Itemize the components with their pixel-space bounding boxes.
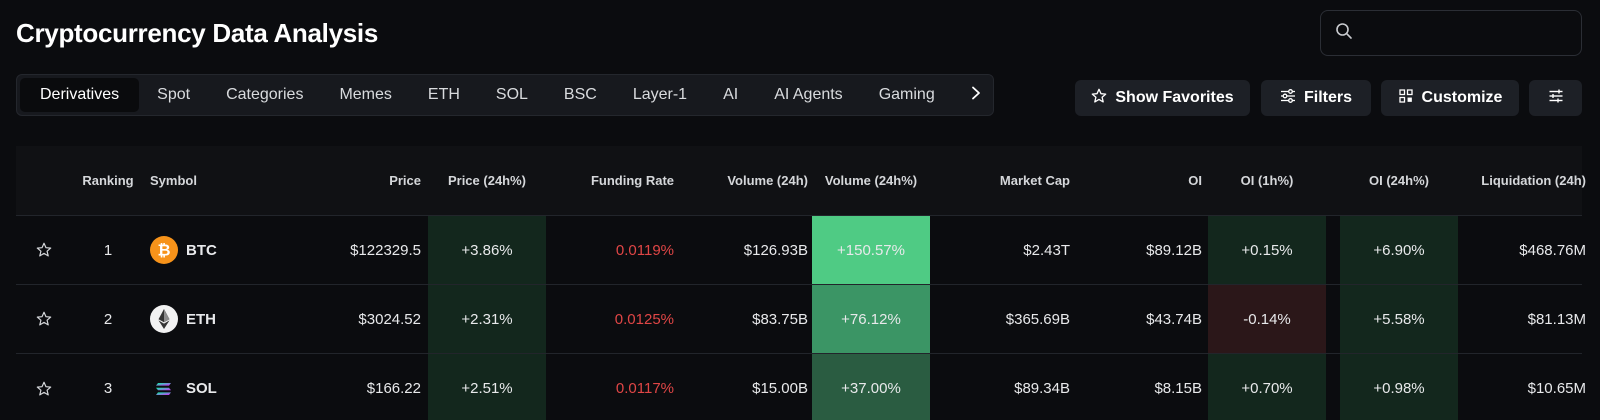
rank-value: 3 [103, 380, 113, 397]
oi-change-24h: +0.98% [1340, 354, 1458, 420]
search-icon [1335, 22, 1353, 45]
column-header-symbol[interactable]: Symbol [150, 173, 197, 188]
svg-text:₿: ₿ [157, 242, 170, 260]
bitcoin-icon: ₿ [150, 236, 178, 264]
oi-change-1h: -0.14% [1208, 285, 1326, 353]
tab-categories[interactable]: Categories [226, 86, 304, 103]
show-favorites-button[interactable]: Show Favorites [1075, 80, 1250, 116]
symbol-name: BTC [186, 241, 217, 259]
funding-rate-value: 0.0119% [615, 241, 674, 259]
price-change-24h: +2.31% [428, 285, 546, 353]
tabs-scroll-right[interactable] [953, 75, 993, 115]
oi-change-24h: +5.58% [1340, 285, 1458, 353]
column-header-price[interactable]: Price [389, 173, 421, 188]
tab-gaming[interactable]: Gaming [878, 86, 935, 103]
oi-value: $8.15B [1154, 380, 1202, 397]
column-header-price-24h[interactable]: Price (24h%) [447, 173, 527, 188]
column-header-oi-24h[interactable]: OI (24h%) [1369, 173, 1429, 188]
symbol-cell[interactable]: ₿ BTC [150, 216, 290, 284]
oi-change-24h: +6.90% [1340, 216, 1458, 284]
column-header-ranking[interactable]: Ranking [82, 173, 134, 188]
favorite-star-icon[interactable] [34, 216, 54, 284]
volume-24h-value: $15.00B [752, 380, 808, 397]
table-row[interactable]: 2 ETH $3024.52 +2.31% 0.0125% $83.75B +7… [16, 285, 1586, 354]
funding-rate-value: 0.0117% [615, 380, 674, 397]
volume-24h-value: $83.75B [752, 310, 808, 328]
symbol-cell[interactable]: SOL [150, 354, 290, 420]
volume-change-24h: +37.00% [812, 354, 930, 420]
volume-24h-value: $126.93B [743, 241, 808, 259]
grid-icon [1398, 88, 1414, 109]
page-title: Cryptocurrency Data Analysis [16, 18, 378, 48]
chevron-right-icon[interactable] [969, 86, 983, 105]
solana-icon [150, 375, 178, 403]
customize-button[interactable]: Customize [1381, 80, 1519, 116]
volume-change-24h: +150.57% [812, 216, 930, 284]
liquidation-24h-value: $10.65M [1527, 380, 1586, 397]
tab-ai-agents[interactable]: AI Agents [774, 86, 843, 103]
table-row[interactable]: 1 ₿ BTC $122329.5 +3.86% 0.0119% $126.93… [16, 216, 1586, 285]
column-header-funding-rate[interactable]: Funding Rate [590, 173, 674, 188]
liquidation-24h-value: $468.76M [1519, 241, 1586, 259]
market-cap-value: $89.34B [1014, 380, 1070, 397]
search-input[interactable] [1363, 25, 1563, 41]
tab-sol[interactable]: SOL [495, 86, 528, 103]
oi-value: $89.12B [1146, 241, 1202, 259]
tab-layer-1[interactable]: Layer-1 [632, 86, 688, 103]
column-header-oi-1h[interactable]: OI (1h%) [1240, 173, 1294, 188]
tab-memes[interactable]: Memes [339, 86, 392, 103]
customize-label: Customize [1421, 89, 1503, 106]
star-icon [1091, 88, 1107, 109]
oi-change-1h: +0.15% [1208, 216, 1326, 284]
price-change-24h: +3.86% [428, 216, 546, 284]
market-cap-value: $365.69B [1005, 310, 1070, 328]
liquidation-24h-value: $81.13M [1527, 310, 1586, 328]
price-value: $3024.52 [358, 310, 421, 328]
rank-value: 1 [103, 241, 113, 259]
rank-value: 2 [103, 310, 113, 328]
tab-eth[interactable]: ETH [427, 86, 460, 103]
settings-sliders-icon [1548, 88, 1564, 109]
oi-value: $43.74B [1146, 310, 1202, 328]
favorite-star-icon[interactable] [34, 354, 54, 420]
filters-button[interactable]: Filters [1261, 80, 1371, 116]
column-header-market-cap[interactable]: Market Cap [999, 173, 1070, 188]
table-row[interactable]: 3 SOL $166.22 +2.51% 0.0117% $15.00B +37… [16, 354, 1586, 420]
column-header-volume-24h-pct[interactable]: Volume (24h%) [824, 173, 918, 188]
volume-change-24h: +76.12% [812, 285, 930, 353]
symbol-name: ETH [186, 310, 216, 328]
sliders-icon [1280, 88, 1296, 109]
oi-change-1h: +0.70% [1208, 354, 1326, 420]
category-tabs: Derivatives Spot Categories Memes ETH SO… [16, 74, 994, 116]
price-value: $166.22 [366, 380, 421, 397]
table-header: Ranking Symbol Price Price (24h%) Fundin… [16, 146, 1586, 216]
favorite-star-icon[interactable] [34, 285, 54, 353]
price-change-24h: +2.51% [428, 354, 546, 420]
column-header-volume-24h[interactable]: Volume (24h) [727, 173, 808, 188]
column-header-oi[interactable]: OI [1188, 173, 1202, 188]
derivatives-table: Ranking Symbol Price Price (24h%) Fundin… [16, 146, 1586, 420]
tab-spot[interactable]: Spot [157, 86, 191, 103]
market-cap-value: $2.43T [1023, 241, 1070, 259]
filters-label: Filters [1303, 89, 1352, 106]
column-header-liquidation-24h[interactable]: Liquidation (24h) [1481, 173, 1586, 188]
search-box[interactable] [1320, 10, 1582, 56]
tab-derivatives[interactable]: Derivatives [20, 78, 140, 112]
symbol-name: SOL [186, 380, 217, 397]
show-favorites-label: Show Favorites [1115, 89, 1234, 106]
ethereum-icon [150, 305, 178, 333]
price-value: $122329.5 [350, 241, 421, 259]
tab-ai[interactable]: AI [723, 86, 739, 103]
column-settings-button[interactable] [1529, 80, 1582, 116]
tab-bsc[interactable]: BSC [563, 86, 597, 103]
symbol-cell[interactable]: ETH [150, 285, 290, 353]
funding-rate-value: 0.0125% [614, 310, 674, 328]
